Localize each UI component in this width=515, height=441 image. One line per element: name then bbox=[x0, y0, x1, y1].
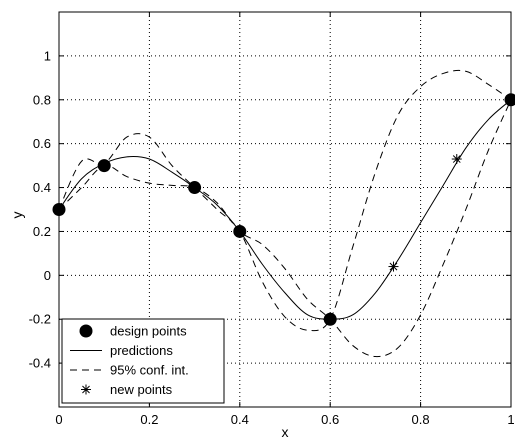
x-tick-label: 0.8 bbox=[412, 412, 430, 427]
series-layer bbox=[52, 69, 515, 358]
confidence-bound-line bbox=[58, 99, 512, 358]
grid bbox=[59, 12, 511, 407]
y-tick-label: 0.2 bbox=[33, 224, 51, 239]
x-tick-label: 1 bbox=[507, 412, 514, 427]
x-tick-label: 0.6 bbox=[321, 412, 339, 427]
design-point bbox=[97, 159, 111, 173]
new-point bbox=[451, 154, 462, 165]
y-tick-label: 0.8 bbox=[33, 92, 51, 107]
y-tick-label: 0.4 bbox=[33, 180, 51, 195]
y-tick-label: -0.2 bbox=[29, 312, 51, 327]
y-tick-label: -0.4 bbox=[29, 356, 51, 371]
y-tick-label: 0.6 bbox=[33, 136, 51, 151]
legend-marker-new-points bbox=[81, 384, 91, 395]
legend: design points predictions 95% conf. int. ne… bbox=[61, 318, 225, 404]
design-point bbox=[323, 312, 337, 326]
y-tick-label: 1 bbox=[44, 48, 51, 63]
axes: 0 0.2 0.4 0.6 0.8 1 -0.4 -0.2 0 0.2 0.4 0.6 0.8 1 bbox=[29, 11, 515, 427]
plot-frame bbox=[58, 11, 512, 408]
legend-label: 95% conf. int. bbox=[110, 363, 189, 378]
new-point bbox=[388, 261, 399, 272]
legend-label: new points bbox=[110, 382, 173, 397]
design-point bbox=[233, 224, 247, 238]
x-tick-label: 0 bbox=[55, 412, 62, 427]
x-tick-label: 0.4 bbox=[231, 412, 249, 427]
y-axis-label: y bbox=[9, 212, 25, 219]
legend-marker-design-points bbox=[79, 324, 93, 338]
design-point bbox=[188, 181, 202, 195]
confidence-bound-line bbox=[58, 69, 512, 332]
x-axis-label: x bbox=[282, 424, 289, 440]
legend-label: predictions bbox=[110, 343, 173, 358]
x-tick-label: 0.2 bbox=[140, 412, 158, 427]
y-tick-label: 0 bbox=[44, 268, 51, 283]
prediction-line bbox=[58, 99, 512, 320]
legend-label: design points bbox=[110, 324, 187, 339]
